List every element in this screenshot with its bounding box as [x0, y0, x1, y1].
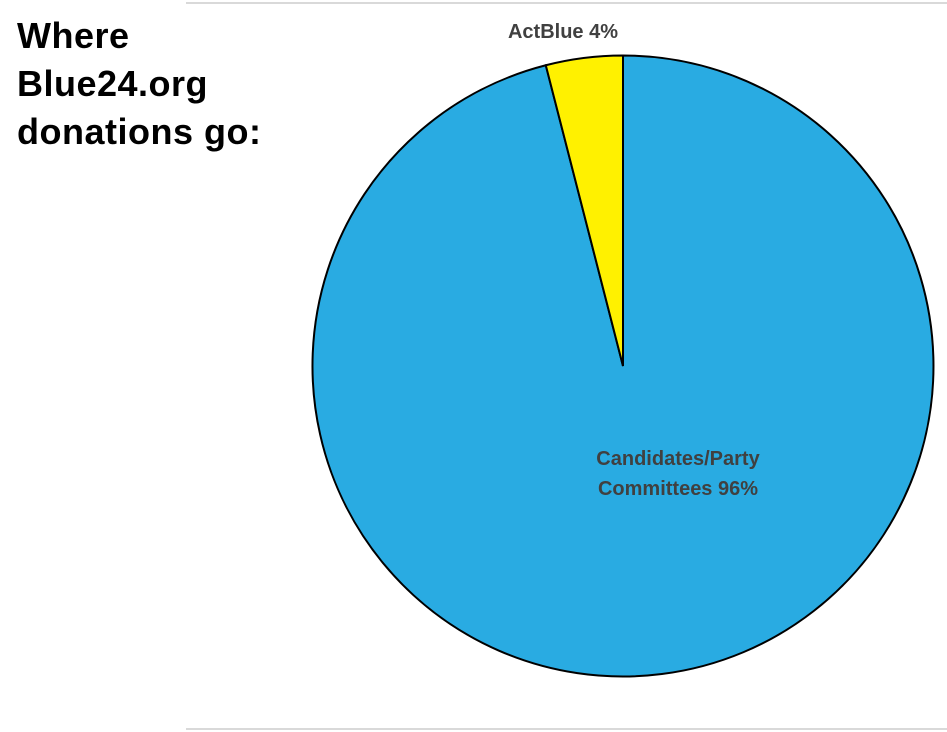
pie-label-candidates-line1: Candidates/Party [596, 448, 760, 470]
pie-slice-actblue [544, 54, 624, 367]
chart-title-line-1: Where [17, 15, 130, 56]
chart-title-line-2: Blue24.org [17, 63, 209, 104]
pie-label-candidates: Candidates/Party Committees 96% [596, 444, 759, 504]
chart-frame-bottom-border [186, 728, 947, 730]
pie-label-actblue: ActBlue 4% [507, 21, 619, 43]
pie-label-candidates-line2: Committees 96% [597, 478, 759, 500]
chart-title: Where Blue24.org donations go: [17, 12, 261, 156]
chart-title-line-3: donations go: [17, 111, 262, 152]
chart-frame-top-border [186, 2, 947, 4]
